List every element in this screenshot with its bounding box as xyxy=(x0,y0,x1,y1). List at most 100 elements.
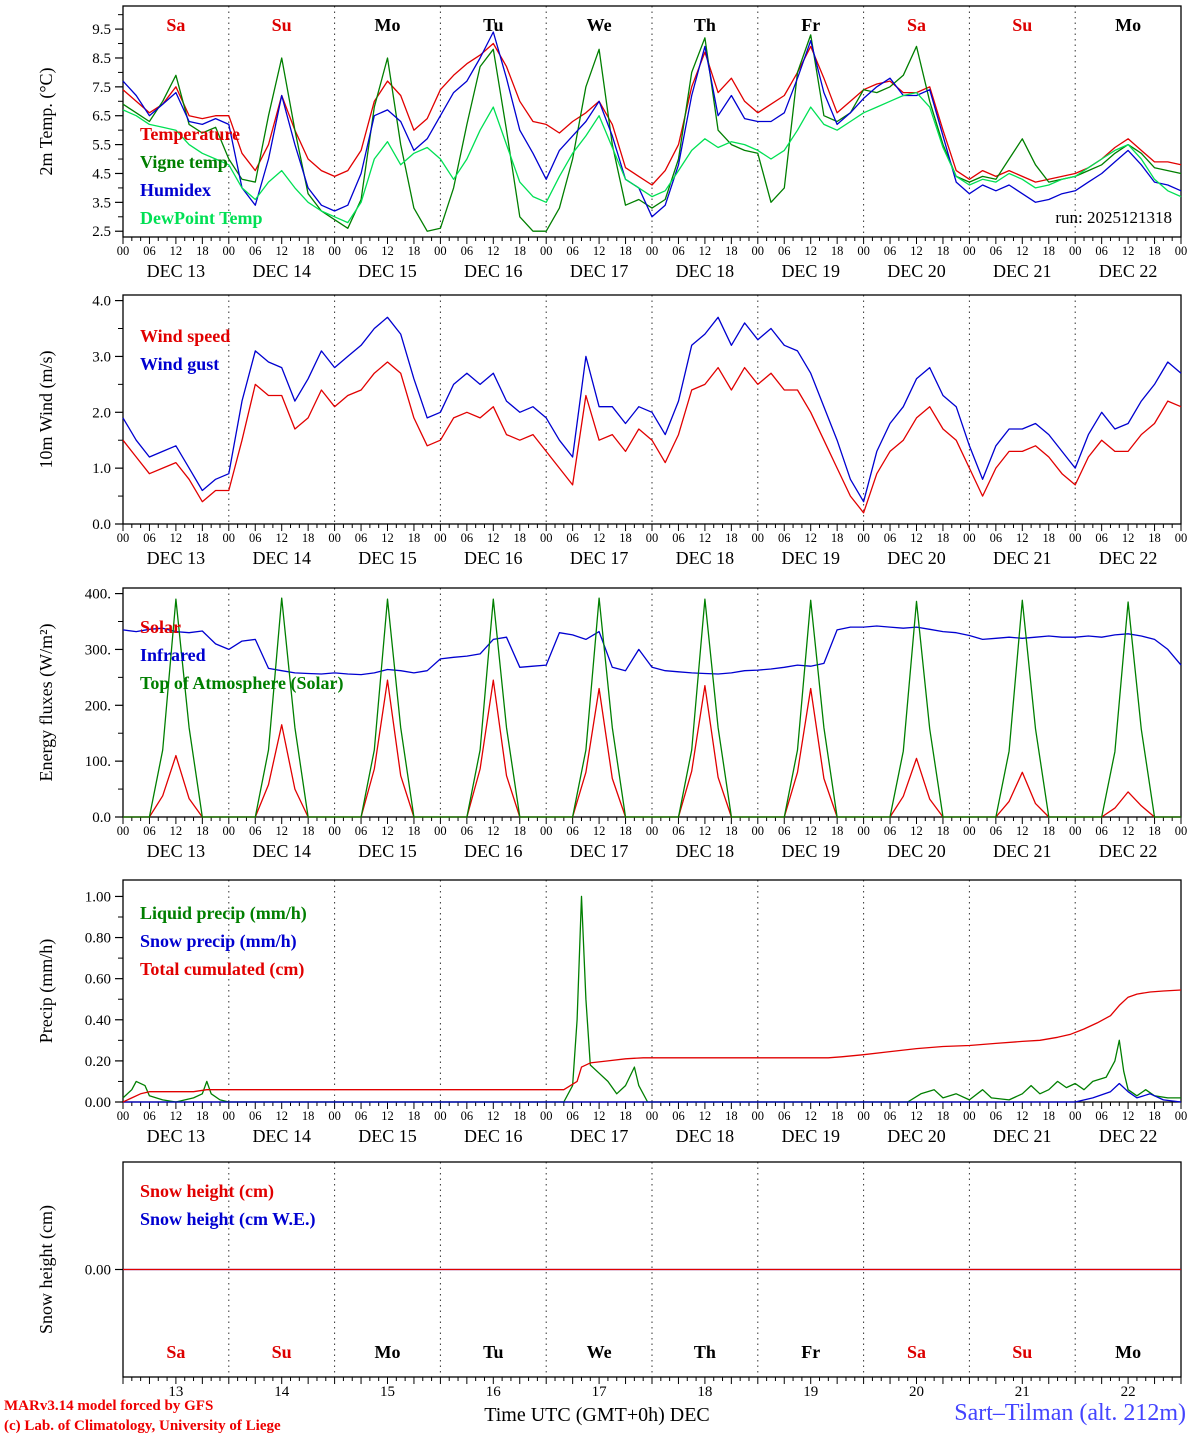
hour-label: 06 xyxy=(461,531,474,545)
hour-label: 00 xyxy=(540,1109,553,1123)
y-tick-label: 400. xyxy=(85,587,111,603)
hour-label: 12 xyxy=(1122,531,1135,545)
hour-label: 12 xyxy=(699,1109,712,1123)
hour-label: 18 xyxy=(1043,244,1056,258)
hour-label: 06 xyxy=(990,531,1003,545)
hour-label: 12 xyxy=(910,244,923,258)
series-humidex xyxy=(122,31,1182,218)
y-axis-label-energy-fluxes: Energy fluxes (W/m²) xyxy=(36,623,57,781)
series-wind-gust xyxy=(122,316,1182,503)
date-label: DEC 13 xyxy=(147,548,206,568)
hour-label: 06 xyxy=(778,824,791,838)
y-tick-label: 0.0 xyxy=(92,517,111,533)
hour-label: 00 xyxy=(1069,824,1082,838)
hour-label: 18 xyxy=(1148,1109,1161,1123)
hour-label: 12 xyxy=(593,244,606,258)
date-label: DEC 18 xyxy=(676,1126,735,1146)
hour-label: 18 xyxy=(725,1109,738,1123)
day-number-label: 20 xyxy=(909,1384,924,1400)
hour-label: 12 xyxy=(170,1109,183,1123)
x-axis-title: Time UTC (GMT+0h) DEC xyxy=(484,1404,710,1426)
hour-label: 00 xyxy=(1175,244,1188,258)
annotation: run: 2025121318 xyxy=(1055,208,1172,227)
date-label: DEC 17 xyxy=(570,841,629,861)
hour-label: 06 xyxy=(884,244,897,258)
hour-label: 00 xyxy=(117,244,130,258)
hour-label: 12 xyxy=(487,1109,500,1123)
date-label: DEC 22 xyxy=(1099,1126,1158,1146)
legend-wind-gust: Wind gust xyxy=(140,354,219,374)
hour-label: 06 xyxy=(143,531,156,545)
model-credit: MARv3.14 model forced by GFS (c) Lab. of… xyxy=(4,1396,281,1436)
y-tick-label: 0.00 xyxy=(85,1095,111,1111)
hour-label: 00 xyxy=(646,244,659,258)
y-tick-label: 100. xyxy=(85,754,111,770)
hour-label: 12 xyxy=(275,1109,288,1123)
y-tick-label: 2.5 xyxy=(92,224,111,240)
hour-label: 00 xyxy=(117,531,130,545)
hour-label: 00 xyxy=(328,531,341,545)
legend-snow-precip-mm-h: Snow precip (mm/h) xyxy=(140,931,297,952)
day-name-label: We xyxy=(587,15,612,35)
y-tick-label: 0.00 xyxy=(85,1263,111,1279)
series-dewpoint-temp xyxy=(122,91,1182,224)
y-tick-label: 9.5 xyxy=(92,22,111,38)
day-number-label: 21 xyxy=(1015,1384,1030,1400)
hour-label: 06 xyxy=(778,1109,791,1123)
day-name-label: We xyxy=(587,1342,612,1362)
date-label: DEC 14 xyxy=(252,841,311,861)
hour-label: 18 xyxy=(302,244,315,258)
date-label: DEC 20 xyxy=(887,841,946,861)
day-name-label: Tu xyxy=(483,1342,503,1362)
date-label: DEC 18 xyxy=(676,548,735,568)
series-infrared xyxy=(122,625,1182,676)
hour-label: 00 xyxy=(963,244,976,258)
hour-label: 00 xyxy=(1175,531,1188,545)
y-axis-label-temperature: 2m Temp. (°C) xyxy=(36,67,57,175)
hour-label: 00 xyxy=(752,1109,765,1123)
hour-label: 18 xyxy=(408,244,421,258)
legend-snow-height-cm: Snow height (cm) xyxy=(140,1181,274,1202)
hour-label: 06 xyxy=(566,531,579,545)
day-name-label: Sa xyxy=(907,15,926,35)
hour-label: 12 xyxy=(804,244,817,258)
day-name-label: Fr xyxy=(801,15,820,35)
hour-label: 06 xyxy=(355,1109,368,1123)
legend-liquid-precip-mm-h: Liquid precip (mm/h) xyxy=(140,903,307,924)
hour-label: 06 xyxy=(249,244,262,258)
hour-label: 18 xyxy=(1148,824,1161,838)
hour-label: 12 xyxy=(1122,244,1135,258)
hour-label: 18 xyxy=(937,1109,950,1123)
hour-label: 00 xyxy=(223,1109,236,1123)
hour-label: 18 xyxy=(619,1109,632,1123)
y-tick-label: 3.0 xyxy=(92,349,111,365)
hour-label: 12 xyxy=(275,244,288,258)
hour-label: 18 xyxy=(725,824,738,838)
hour-label: 18 xyxy=(937,824,950,838)
legend-solar: Solar xyxy=(140,617,181,637)
hour-label: 00 xyxy=(963,1109,976,1123)
hour-label: 18 xyxy=(1043,531,1056,545)
hour-label: 12 xyxy=(170,531,183,545)
day-number-label: 22 xyxy=(1121,1384,1136,1400)
day-number-label: 13 xyxy=(168,1384,183,1400)
hour-label: 00 xyxy=(857,1109,870,1123)
credit-line-1: MARv3.14 model forced by GFS xyxy=(4,1398,214,1414)
series-liquid-precip-mm-h xyxy=(122,895,1181,1103)
day-name-label: Su xyxy=(1012,1342,1032,1362)
legend-snow-height-cm-w-e: Snow height (cm W.E.) xyxy=(140,1209,316,1230)
hour-label: 00 xyxy=(328,824,341,838)
hour-label: 18 xyxy=(196,1109,209,1123)
hour-label: 12 xyxy=(170,824,183,838)
day-name-label: Th xyxy=(694,1342,716,1362)
day-name-label: Su xyxy=(272,15,292,35)
hour-label: 00 xyxy=(752,824,765,838)
hour-label: 12 xyxy=(1016,531,1029,545)
date-label: DEC 16 xyxy=(464,1126,523,1146)
hour-label: 00 xyxy=(1069,1109,1082,1123)
hour-label: 06 xyxy=(778,244,791,258)
hour-label: 00 xyxy=(223,824,236,838)
day-name-label: Sa xyxy=(907,1342,926,1362)
hour-label: 12 xyxy=(804,531,817,545)
legend-total-cumulated-cm: Total cumulated (cm) xyxy=(140,959,304,980)
